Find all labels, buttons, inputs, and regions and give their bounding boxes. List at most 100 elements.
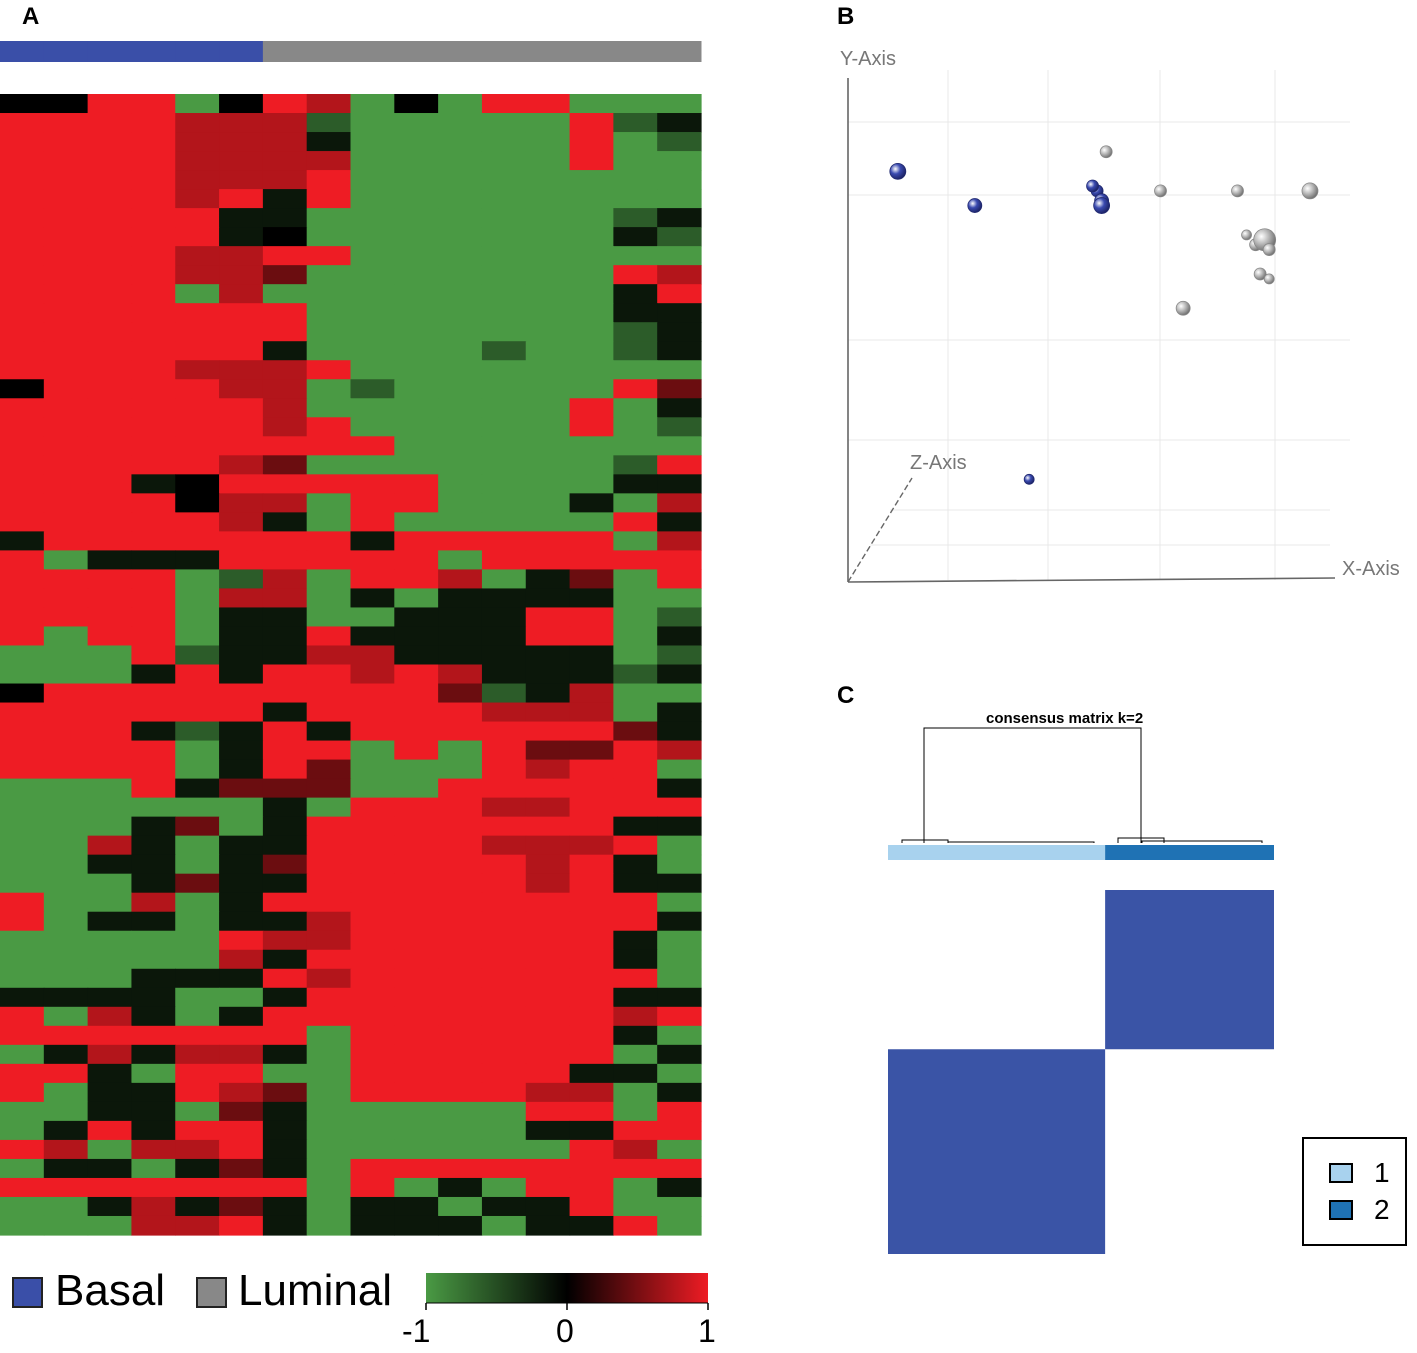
heatmap-cell	[0, 265, 45, 285]
heatmap-cell	[131, 94, 176, 114]
heatmap-cell	[262, 645, 308, 666]
group-bar-luminal	[306, 41, 351, 62]
heatmap-cell	[219, 588, 264, 609]
heatmap-cell	[350, 607, 395, 628]
heatmap-cell	[394, 949, 439, 970]
heatmap-cell	[306, 1139, 352, 1160]
heatmap-cell	[394, 702, 439, 723]
heatmap-cell	[87, 949, 133, 970]
heatmap-cell	[481, 303, 527, 323]
heatmap-cell	[43, 265, 89, 285]
heatmap-cell	[613, 683, 658, 704]
heatmap-cell	[481, 360, 527, 380]
heatmap-cell	[175, 1063, 220, 1084]
heatmap-cell	[87, 797, 133, 818]
heatmap-cell	[87, 1006, 133, 1027]
heatmap-cell	[657, 759, 702, 780]
heatmap-cell	[350, 1177, 395, 1198]
heatmap-cell	[438, 94, 483, 114]
heatmap-cell	[394, 189, 439, 209]
heatmap-cell	[394, 1063, 439, 1084]
heatmap-cell	[569, 1196, 614, 1217]
heatmap-cell	[525, 1025, 571, 1046]
heatmap-cell	[87, 189, 133, 209]
heatmap-cell	[525, 740, 571, 761]
heatmap-cell	[438, 1158, 483, 1179]
heatmap-cell	[438, 1063, 483, 1084]
heatmap-cell	[438, 797, 483, 818]
heatmap-cell	[0, 930, 45, 951]
heatmap-cell	[219, 987, 264, 1008]
heatmap-cell	[394, 1025, 439, 1046]
heatmap-cell	[0, 1101, 45, 1122]
heatmap-cell	[306, 1006, 352, 1027]
heatmap-cell	[175, 1215, 220, 1236]
heatmap-cell	[87, 1025, 133, 1046]
heatmap-cell	[657, 1101, 702, 1122]
heatmap-cell	[175, 759, 220, 780]
heatmap-cell	[175, 626, 220, 647]
heatmap-cell	[175, 1177, 220, 1198]
heatmap-cell	[613, 265, 658, 285]
heatmap-cell	[525, 759, 571, 780]
heatmap-cell	[525, 398, 571, 418]
heatmap-cell	[131, 1044, 176, 1065]
heatmap-cell	[657, 417, 702, 437]
heatmap-cell	[525, 303, 571, 323]
heatmap-cell	[438, 246, 483, 266]
heatmap-cell	[438, 132, 483, 152]
scatter-point-basal	[1023, 473, 1035, 485]
heatmap-cell	[613, 417, 658, 437]
heatmap-cell	[131, 1215, 176, 1236]
heatmap-cell	[131, 740, 176, 761]
heatmap-cell	[525, 645, 571, 666]
heatmap-cell	[481, 531, 527, 551]
heatmap-cells	[0, 94, 702, 1236]
heatmap-cell	[613, 1139, 658, 1160]
heatmap-cell	[657, 930, 702, 951]
heatmap-cell	[350, 417, 395, 437]
heatmap-cell	[87, 911, 133, 932]
heatmap-cell	[394, 322, 439, 342]
heatmap-cell	[175, 930, 220, 951]
heatmap-cell	[175, 797, 220, 818]
heatmap-cell	[613, 550, 658, 571]
heatmap-cell	[569, 607, 614, 628]
heatmap-cell	[175, 1139, 220, 1160]
heatmap-cell	[569, 417, 614, 437]
panel-letter-a: A	[22, 3, 40, 30]
heatmap-cell	[569, 968, 614, 989]
heatmap-cell	[262, 797, 308, 818]
heatmap-cell	[131, 607, 176, 628]
heatmap-cell	[219, 1158, 264, 1179]
heatmap-cell	[175, 493, 220, 513]
heatmap-cell	[613, 645, 658, 666]
heatmap-cell	[350, 379, 395, 399]
heatmap-cell	[350, 1044, 395, 1065]
heatmap-cell	[43, 1215, 89, 1236]
dendrogram-top-merge	[923, 727, 1142, 843]
heatmap-cell	[43, 341, 89, 361]
heatmap-cell	[657, 987, 702, 1008]
heatmap-cell	[613, 189, 658, 209]
heatmap-cell	[350, 1063, 395, 1084]
heatmap-cell	[613, 1215, 658, 1236]
heatmap-cell	[657, 1006, 702, 1027]
heatmap-cell	[0, 949, 45, 970]
heatmap-cell	[569, 740, 614, 761]
heatmap-cell	[0, 398, 45, 418]
heatmap-cell	[569, 474, 614, 494]
heatmap-cell	[394, 987, 439, 1008]
heatmap-cell	[219, 1082, 264, 1103]
heatmap-cell	[87, 208, 133, 228]
heatmap-cell	[262, 474, 308, 494]
heatmap-cell	[438, 1025, 483, 1046]
heatmap-cell	[481, 493, 527, 513]
heatmap-cell	[262, 569, 308, 590]
heatmap-cell	[262, 417, 308, 437]
heatmap-cell	[613, 702, 658, 723]
heatmap-cell	[175, 835, 220, 856]
heatmap-cell	[306, 227, 352, 247]
heatmap-cell	[219, 1196, 264, 1217]
heatmap-cell	[525, 1215, 571, 1236]
